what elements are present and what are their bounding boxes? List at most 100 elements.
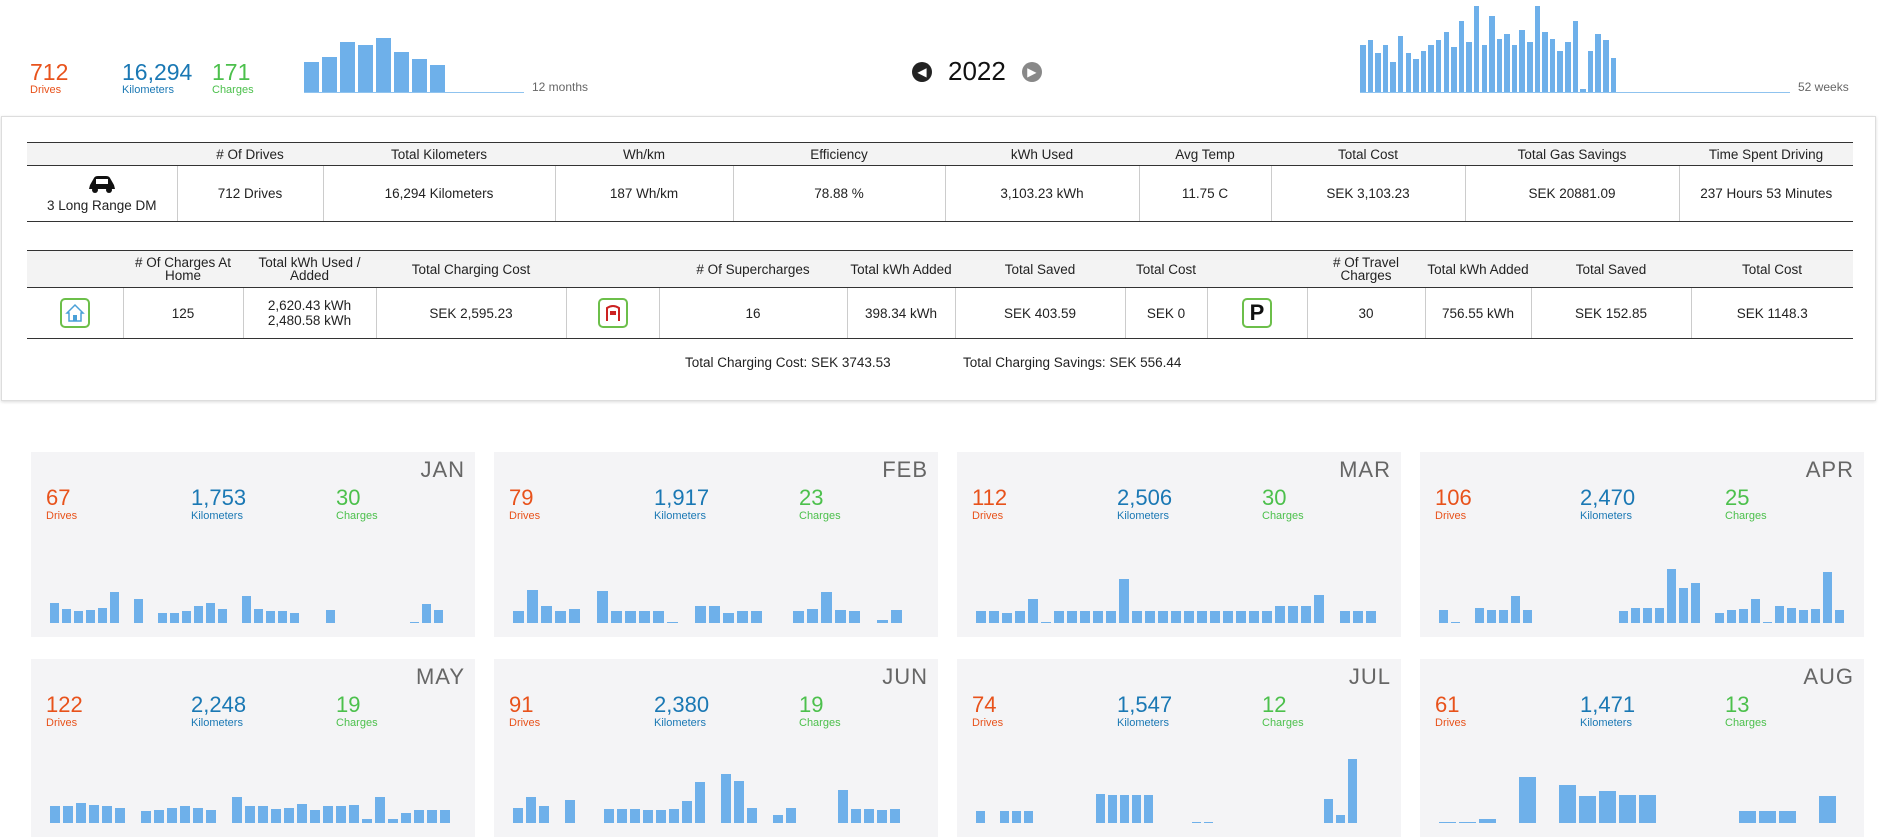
weekly-bar: [1587, 50, 1594, 92]
daily-bar: [1487, 610, 1496, 623]
daily-bar: [427, 810, 437, 823]
month-charges: 23 Charges: [799, 485, 841, 523]
daily-bar: [723, 612, 734, 623]
daily-bar: [656, 810, 666, 823]
month-drives-value: 61: [1435, 692, 1460, 717]
daily-bar: [206, 810, 216, 823]
daily-bar: [50, 806, 60, 823]
daily-bar: [1523, 610, 1532, 623]
month-name: AUG: [1803, 664, 1854, 689]
travel-charge-icon-cell: P: [1206, 287, 1307, 339]
daily-bar: [63, 806, 73, 823]
daily-bar: [527, 589, 538, 623]
month-card-may[interactable]: MAY 122 Drives 2,248 Kilometers 19 Charges: [31, 659, 475, 837]
month-card-feb[interactable]: FEB 79 Drives 1,917 Kilometers 23 Charges: [494, 452, 938, 637]
daily-bar: [134, 598, 143, 623]
daily-bar: [290, 612, 299, 623]
month-km-label: Kilometers: [1117, 510, 1169, 522]
daily-bars: [50, 713, 462, 823]
home-cost-cell: SEK 2,595.23: [375, 287, 566, 339]
month-card-jul[interactable]: JUL 74 Drives 1,547 Kilometers 12 Charges: [957, 659, 1401, 837]
daily-bar: [1236, 611, 1246, 623]
charging-header-blank-sc: [566, 250, 659, 288]
daily-bar: [1249, 611, 1259, 623]
daily-bar: [1348, 759, 1357, 823]
charges-stat: 171 Charges: [212, 60, 254, 97]
header-sc-kwh: Total kWh Added: [847, 250, 955, 288]
month-charges-value: 19: [799, 692, 824, 717]
daily-bar: [1000, 811, 1009, 823]
month-drives-label: Drives: [1435, 510, 1467, 522]
daily-bar: [1301, 606, 1311, 623]
header-travel-charges: # Of Travel Charges: [1307, 250, 1425, 288]
header-efficiency: Efficiency: [733, 142, 945, 166]
daily-bar: [1655, 607, 1664, 623]
month-card-apr[interactable]: APR 106 Drives 2,470 Kilometers 25 Charges: [1420, 452, 1864, 637]
daily-bar: [1171, 611, 1181, 623]
daily-bar: [89, 805, 99, 823]
daily-bar: [877, 810, 887, 823]
daily-bar: [1204, 821, 1213, 823]
daily-bar: [976, 811, 985, 823]
vehicle-table: # Of Drives Total Kilometers Wh/km Effic…: [27, 142, 1853, 222]
weekly-bar: [1580, 89, 1586, 92]
daily-bar: [1667, 569, 1676, 623]
daily-bar: [541, 606, 552, 623]
daily-bar: [695, 782, 705, 823]
travel-kwh-cell: 756.55 kWh: [1424, 287, 1531, 339]
daily-bar: [773, 815, 783, 823]
daily-bar: [1096, 793, 1105, 823]
header-travel-cost: Total Cost: [1691, 250, 1853, 288]
daily-bar: [1511, 596, 1520, 623]
sc-cost-cell: SEK 0: [1124, 287, 1207, 339]
month-drives: 106 Drives: [1435, 486, 1472, 523]
daily-bar: [1132, 794, 1141, 823]
daily-bar: [513, 807, 523, 823]
month-charges-label: Charges: [336, 510, 378, 522]
weekly-bar: [1413, 59, 1419, 92]
daily-bar: [747, 807, 757, 823]
month-card-jun[interactable]: JUN 91 Drives 2,380 Kilometers 19 Charges: [494, 659, 938, 837]
daily-bar: [1599, 791, 1616, 823]
header-supercharges: # Of Supercharges: [659, 250, 847, 288]
home-kwh-used: 2,620.43 kWh: [267, 298, 352, 313]
daily-bar: [1054, 611, 1064, 623]
daily-bar: [786, 807, 796, 823]
month-card-mar[interactable]: MAR 112 Drives 2,506 Kilometers 30 Charges: [957, 452, 1401, 637]
daily-bar: [1751, 598, 1760, 623]
month-drives-value: 67: [46, 485, 71, 510]
months-axis-label: 12 months: [532, 80, 589, 94]
daily-bar: [1067, 611, 1077, 623]
daily-bar: [1080, 611, 1090, 623]
daily-bar: [86, 610, 95, 623]
header-sc-cost: Total Cost: [1125, 250, 1207, 288]
daily-bar: [864, 808, 874, 823]
weekly-bar: [1527, 42, 1533, 92]
monthly-bar: [322, 57, 337, 92]
monthly-bar: [376, 37, 391, 92]
month-drives-label: Drives: [46, 510, 78, 522]
month-drives-value: 112: [972, 485, 1008, 510]
daily-bar: [1366, 611, 1376, 623]
daily-bar: [617, 808, 627, 823]
kwh-used-cell: 3,103.23 kWh: [944, 165, 1139, 222]
daily-bar: [793, 611, 804, 623]
month-charges-label: Charges: [336, 717, 378, 729]
month-card-jan[interactable]: JAN 67 Drives 1,753 Kilometers 30 Charges: [31, 452, 475, 637]
month-card-aug[interactable]: AUG 61 Drives 1,471 Kilometers 13 Charges: [1420, 659, 1864, 837]
home-kwh-cell: 2,620.43 kWh 2,480.58 kWh: [242, 287, 376, 339]
month-km-value: 1,753: [191, 485, 247, 510]
weekly-bar: [1534, 6, 1541, 92]
arrow-left-icon[interactable]: ◀: [912, 61, 932, 82]
total-cost-cell: SEK 3,103.23: [1270, 165, 1465, 222]
home-charger-icon: [59, 297, 90, 328]
month-charges-value: 23: [799, 485, 824, 510]
weekly-bar: [1481, 44, 1487, 92]
arrow-right-icon[interactable]: ▶: [1021, 61, 1042, 82]
weekly-bar: [1542, 31, 1548, 92]
header-avg-temp: Avg Temp: [1139, 142, 1271, 166]
weekly-bar: [1473, 6, 1480, 92]
daily-bars: [50, 513, 462, 623]
charges-label: Charges: [212, 84, 254, 96]
month-name: FEB: [882, 457, 928, 482]
